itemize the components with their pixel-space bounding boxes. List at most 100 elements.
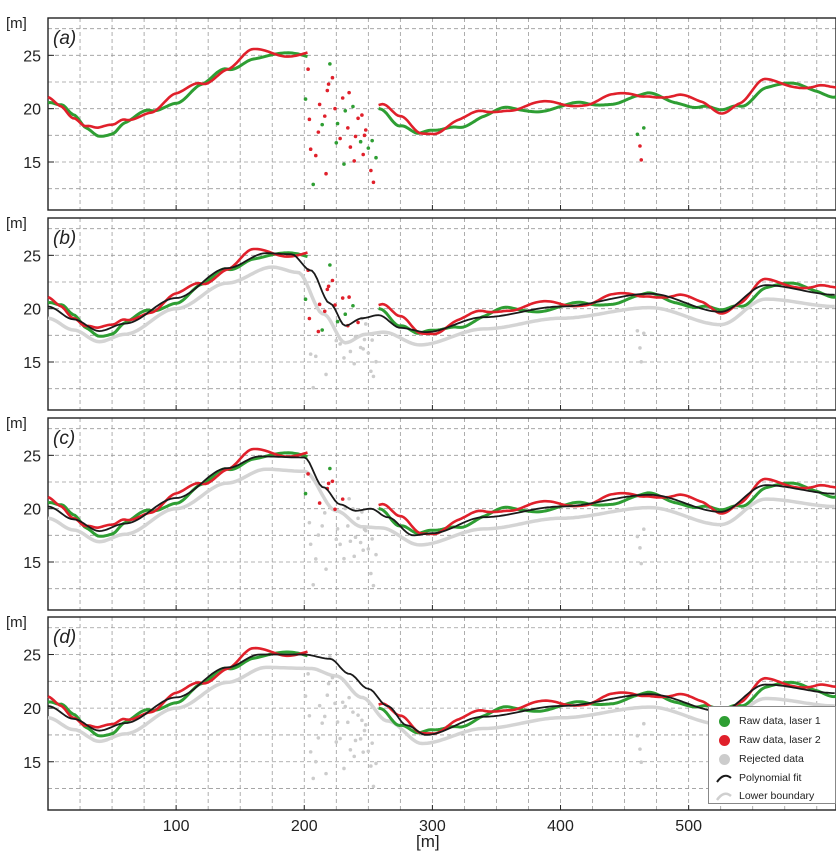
legend-item-laser2: Raw data, laser 2 <box>715 732 821 748</box>
y-tick-label: 20 <box>23 102 41 119</box>
raw-data-point <box>366 749 371 754</box>
raw-data-point <box>639 561 644 566</box>
raw-data-point <box>328 654 332 659</box>
panel-c: 15 20 25 [m] (c) <box>6 415 836 611</box>
raw-data-point <box>369 571 373 576</box>
raw-data-point <box>317 102 322 107</box>
raw-data-point <box>374 552 378 557</box>
raw-data-point <box>333 507 337 512</box>
raw-data-point <box>338 136 342 141</box>
raw-data-point <box>313 557 318 561</box>
raw-data-point <box>361 548 366 553</box>
raw-data-point <box>317 703 322 708</box>
raw-data-point <box>362 728 367 733</box>
raw-data-point <box>334 338 339 343</box>
raw-data-point <box>335 527 340 531</box>
raw-data-point <box>346 720 350 725</box>
x-tick-label: 100 <box>163 818 190 835</box>
y-tick-label: 25 <box>23 648 41 665</box>
raw-data-point <box>320 524 324 528</box>
raw-data-point <box>306 672 310 676</box>
raw-data-point <box>642 527 646 532</box>
raw-data-point <box>351 303 355 308</box>
raw-data-point <box>348 539 353 544</box>
raw-data-point <box>325 287 330 292</box>
raw-data-point <box>307 714 312 718</box>
raw-data-point <box>371 180 376 185</box>
raw-data-point <box>356 320 360 325</box>
raw-data-point <box>642 126 646 130</box>
raw-data-point <box>352 554 357 559</box>
y-tick-label: 15 <box>23 555 41 572</box>
raw-data-point <box>371 583 376 588</box>
raw-data-point <box>324 771 328 776</box>
raw-data-point <box>353 738 358 743</box>
raw-data-point <box>360 113 364 117</box>
raw-data-point <box>346 126 350 130</box>
raw-data-point <box>306 472 310 476</box>
raw-data-point <box>328 466 332 471</box>
legend-label-rejected: Rejected data <box>739 753 804 765</box>
legend-label-laser1: Raw data, laser 1 <box>739 715 821 727</box>
raw-data-point <box>353 134 358 139</box>
raw-data-point <box>326 481 331 486</box>
raw-data-point <box>307 520 312 525</box>
panel-a: 15 20 25 [m] (a) <box>6 15 836 211</box>
raw-data-point <box>316 329 321 334</box>
panel-frame <box>47 616 836 811</box>
raw-data-point <box>358 737 363 741</box>
raw-data-point <box>638 546 642 550</box>
y-tick-label: 25 <box>23 448 41 465</box>
raw-data-point <box>361 347 366 351</box>
raw-data-point <box>325 693 330 697</box>
raw-data-point <box>338 342 342 346</box>
laser2-trace <box>378 676 836 735</box>
raw-data-point <box>333 701 337 706</box>
raw-data-point <box>338 542 342 547</box>
y-axis-unit-label: [m] <box>6 614 27 631</box>
laser2-trace <box>378 277 836 336</box>
raw-data-point <box>343 312 348 316</box>
raw-data-point <box>366 146 371 150</box>
raw-data-point <box>353 334 358 339</box>
raw-data-point <box>308 352 313 356</box>
y-tick-label: 25 <box>23 248 41 265</box>
panel-label: (c) <box>53 428 75 449</box>
x-tick-label: 400 <box>547 818 574 835</box>
legend-label-laser2: Raw data, laser 2 <box>739 734 821 746</box>
raw-data-point <box>303 491 308 496</box>
x-tick-label: 300 <box>419 818 446 835</box>
raw-data-point <box>635 328 640 333</box>
laser2-trace <box>47 47 308 130</box>
raw-data-point <box>322 511 327 515</box>
laser1-trace <box>47 251 308 338</box>
raw-data-point <box>326 284 331 289</box>
raw-data-point <box>313 354 318 359</box>
raw-data-point <box>635 733 640 738</box>
raw-data-point <box>334 141 339 145</box>
panel-label: (b) <box>53 228 76 249</box>
raw-data-point <box>353 535 358 539</box>
laser1-trace <box>47 51 308 138</box>
raw-data-point <box>340 497 345 501</box>
raw-data-point <box>347 90 351 95</box>
raw-data-point <box>363 128 368 132</box>
laser1-trace <box>47 650 308 738</box>
raw-data-point <box>639 158 644 162</box>
raw-data-point <box>342 162 346 166</box>
raw-data-point <box>343 109 348 113</box>
laser2-trace <box>378 477 836 536</box>
raw-data-point <box>366 351 371 355</box>
panel-d: 15 20 25 [m] (d) <box>6 614 836 811</box>
raw-data-point <box>306 67 310 71</box>
raw-data-point <box>340 700 345 705</box>
raw-data-point <box>347 695 351 700</box>
raw-data-point <box>333 303 337 307</box>
raw-data-point <box>351 710 355 714</box>
raw-data-point <box>335 720 340 724</box>
raw-data-point <box>635 132 640 137</box>
panel-label: (a) <box>53 28 76 49</box>
raw-data-point <box>330 675 335 680</box>
raw-data-point <box>639 760 644 765</box>
lower-boundary-line <box>47 467 835 547</box>
